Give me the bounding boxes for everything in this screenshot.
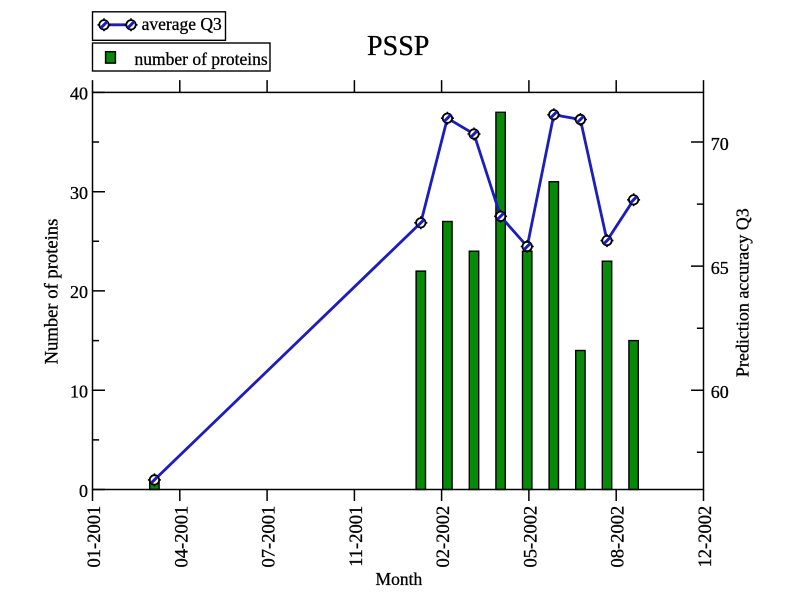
- svg-text:Prediction accuracy Q3: Prediction accuracy Q3: [733, 208, 753, 377]
- svg-text:PSSP: PSSP: [367, 31, 429, 62]
- svg-text:05-2002: 05-2002: [521, 506, 541, 568]
- svg-text:number of proteins: number of proteins: [135, 49, 268, 69]
- svg-text:20: 20: [70, 282, 88, 302]
- svg-text:70: 70: [711, 134, 729, 154]
- svg-text:04-2001: 04-2001: [172, 506, 192, 568]
- svg-text:average Q3: average Q3: [142, 14, 222, 34]
- svg-text:12-2002: 12-2002: [696, 506, 716, 568]
- svg-text:07-2001: 07-2001: [260, 506, 280, 568]
- svg-text:0: 0: [79, 481, 88, 501]
- svg-text:08-2002: 08-2002: [609, 506, 629, 568]
- svg-text:60: 60: [711, 382, 729, 402]
- svg-text:40: 40: [70, 84, 88, 104]
- svg-text:65: 65: [711, 258, 729, 278]
- svg-text:30: 30: [70, 183, 88, 203]
- svg-text:Number of proteins: Number of proteins: [42, 219, 63, 365]
- svg-text:10: 10: [70, 382, 88, 402]
- svg-text:11-2001: 11-2001: [347, 506, 367, 567]
- svg-text:Month: Month: [376, 569, 423, 589]
- svg-text:01-2001: 01-2001: [85, 506, 105, 568]
- svg-text:02-2002: 02-2002: [434, 506, 454, 568]
